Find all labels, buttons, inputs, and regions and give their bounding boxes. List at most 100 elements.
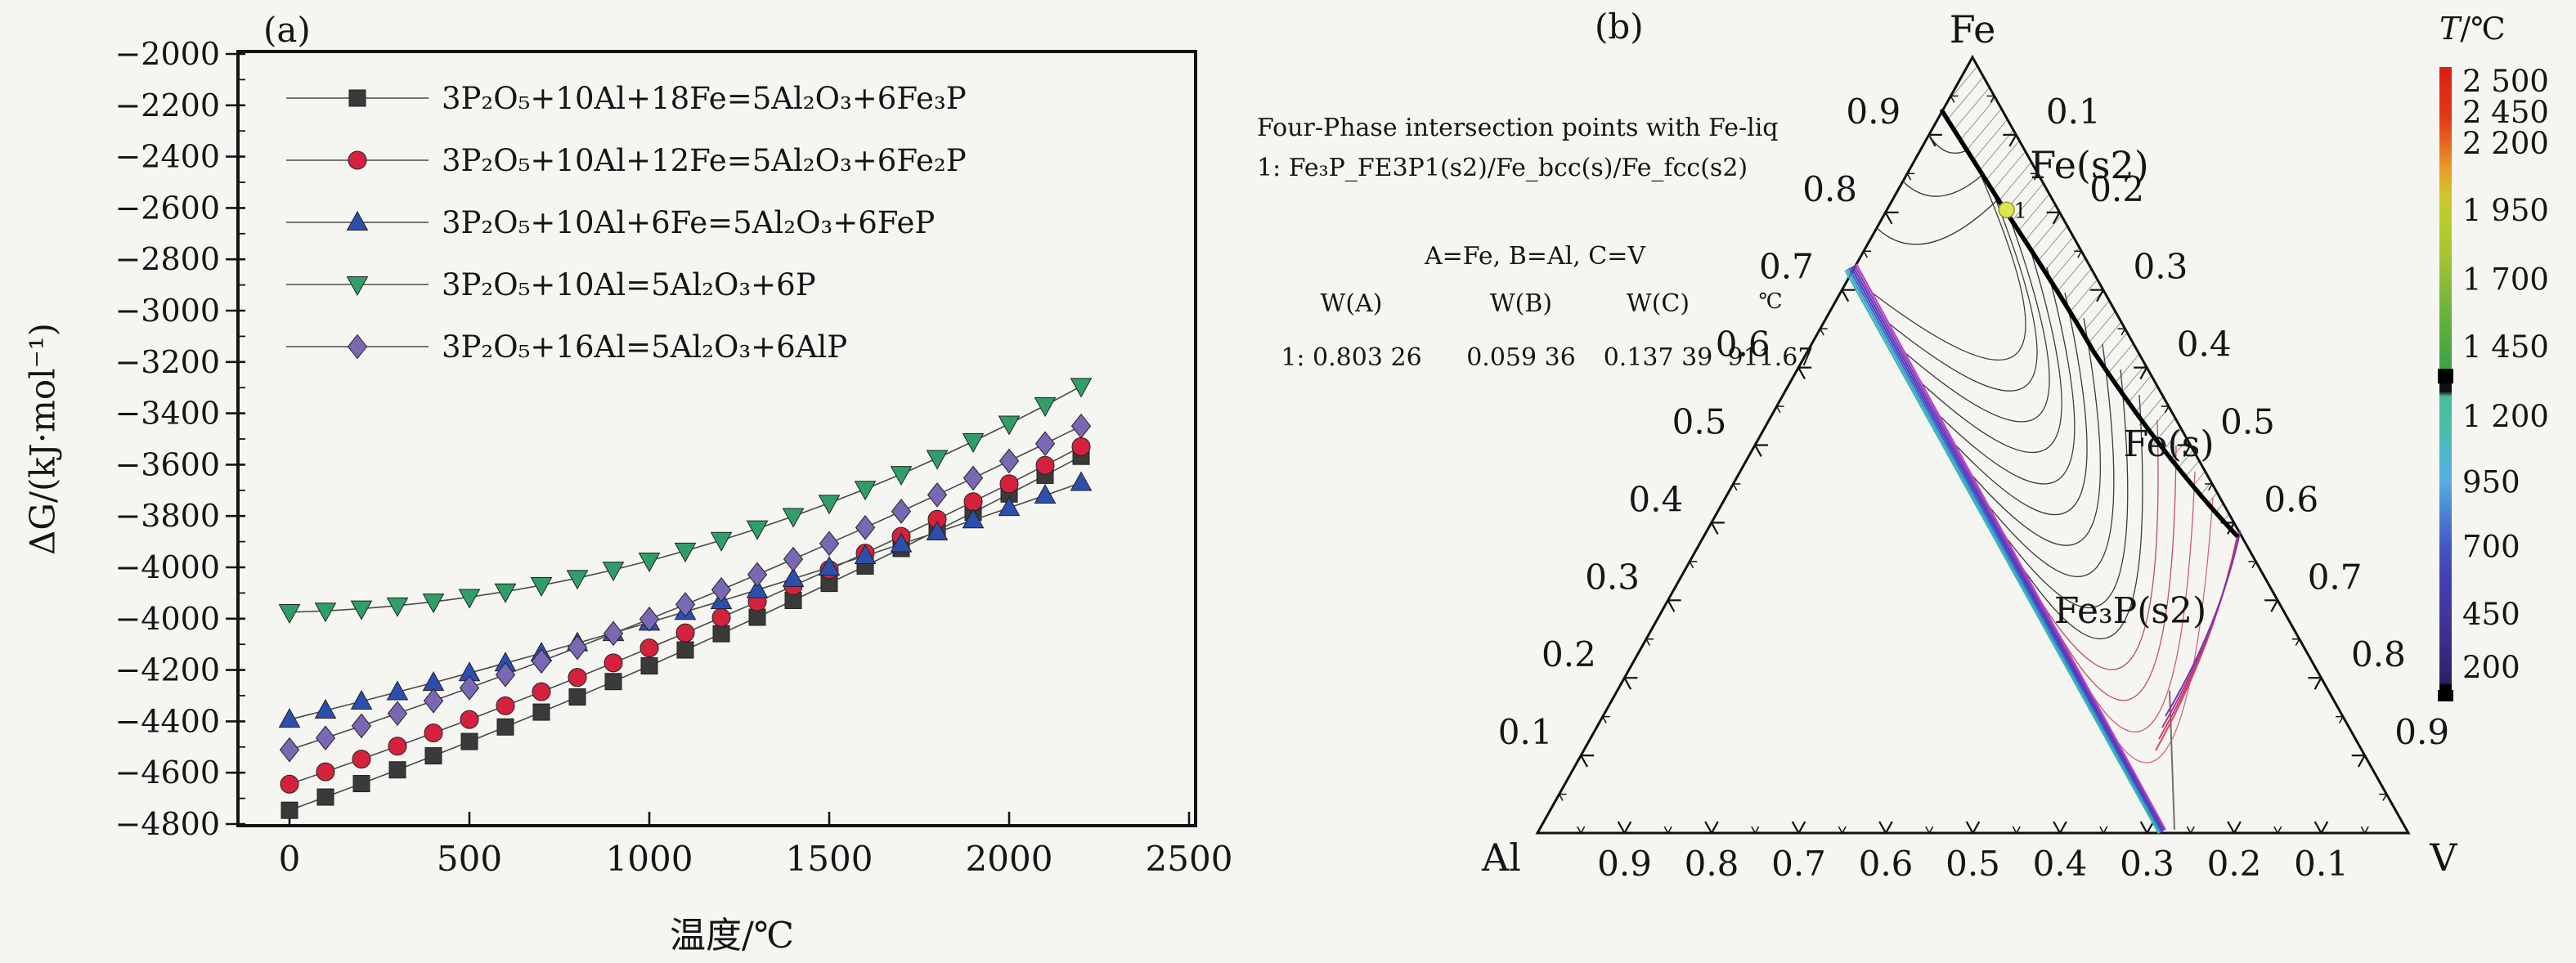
panel-b: 0.9 0.8 0.7 0.6 0.5 0.4 0.3 0.2 0.1 0.1 0.2 0.3 0.4 0…	[1481, 7, 2549, 884]
colorbar-tick-label: 200	[2462, 650, 2520, 685]
legend-marker-alp	[347, 334, 368, 360]
panel-a: −2000 −2200 −2400 −2600 −2800 −3000 −3200 −3400…	[114, 36, 1232, 879]
series-fep-marker	[962, 508, 985, 529]
colorbar-tick-label: 1 200	[2462, 399, 2549, 434]
edge-tick	[1797, 821, 1806, 834]
edge-tick	[2320, 821, 2329, 834]
edge-tick	[1617, 821, 1626, 834]
y-axis-title: ΔG/(kJ·mol⁻¹)	[22, 323, 63, 555]
contour-line	[1887, 190, 2038, 392]
series-p-marker	[818, 495, 841, 515]
y-tick-label: −3200	[114, 344, 220, 380]
series-fep-marker	[926, 521, 949, 541]
y-tick-label: −4400	[114, 703, 220, 739]
colorbar-tick-label: 950	[2462, 465, 2520, 500]
series-fe2p-marker	[999, 474, 1019, 494]
series-fe3p-marker	[712, 625, 730, 643]
annotation-line-3: A=Fe, B=Al, C=V	[1424, 242, 1646, 271]
series-p-marker	[350, 600, 373, 620]
edge-tick	[2077, 250, 2082, 258]
right-edge-label: 0.9	[2394, 712, 2449, 752]
series-p-marker	[710, 531, 733, 552]
edge-tick	[2277, 826, 2282, 834]
colorbar-title: T/℃	[2439, 11, 2506, 47]
series-fep-marker	[1034, 483, 1057, 504]
left-edge-label: 0.9	[1846, 92, 1901, 132]
series-fep-marker	[854, 544, 877, 564]
series-p-marker	[314, 602, 337, 623]
edge-tick	[2382, 794, 2388, 801]
edge-tick	[2364, 826, 2369, 834]
series-p-line	[289, 385, 1082, 613]
edge-tick	[1667, 599, 1676, 612]
edge-tick	[2227, 821, 2235, 834]
series-fep-marker	[890, 532, 913, 553]
contour-line	[2004, 369, 2129, 609]
colorbar-tick-label: 1 950	[2462, 193, 2549, 228]
contour-line	[1937, 267, 2076, 485]
phase-boundary-thick	[1940, 109, 2239, 538]
edge-tick	[2360, 826, 2366, 834]
legend-marker-fe2p	[348, 150, 367, 170]
edge-tick	[1842, 826, 1847, 834]
y-tick-label: −3400	[114, 396, 220, 432]
series-fe2p-marker	[532, 682, 551, 701]
series-alp-marker	[531, 648, 552, 674]
series-p	[278, 378, 1093, 624]
series-alp-marker	[747, 562, 768, 588]
series-fe3p-marker	[676, 641, 694, 659]
series-fe3p-marker	[460, 732, 478, 750]
series-alp-marker	[855, 515, 876, 540]
series-fe3p-marker	[640, 657, 658, 675]
legend-item-fep: 3P₂O₅+10Al+6Fe=5Al₂O₃+6FeP	[286, 205, 935, 240]
y-tick-label: −2800	[114, 241, 220, 277]
y-tick-label: −4000	[114, 549, 220, 585]
edge-tick	[1878, 821, 1887, 834]
series-p-marker	[854, 481, 877, 501]
isotherm-bundle-left	[1844, 270, 2160, 835]
edge-tick	[1972, 821, 1981, 834]
colorbar-bar	[2439, 67, 2452, 701]
edge-tick	[1710, 522, 1719, 535]
series-fep-marker	[350, 689, 373, 710]
edge-tick	[2273, 826, 2278, 834]
edge-tick	[2313, 677, 2322, 690]
edge-tick	[1711, 821, 1719, 834]
contour-line	[1971, 317, 2101, 546]
series-fe3p-marker	[352, 775, 370, 793]
edge-tick	[1580, 755, 1588, 768]
left-edge-label: 0.4	[1628, 479, 1683, 519]
isotherm-bundle-left	[1846, 268, 2161, 834]
edge-tick	[1791, 821, 1800, 834]
edge-tick	[2183, 444, 2192, 457]
edge-tick	[1754, 444, 1762, 457]
edge-tick	[2295, 638, 2300, 646]
colorbar-black-mark	[2438, 369, 2453, 384]
series-alp-marker	[963, 465, 984, 491]
isotherm-bundle-left	[1853, 264, 2165, 831]
table-cell-temp: 911.67	[1727, 343, 1814, 372]
annotation-line-2: 1: Fe₃P_FE3P1(s2)/Fe_bcc(s)/Fe_fcc(s2)	[1257, 154, 1748, 182]
series-p-marker	[746, 520, 769, 540]
x-tick-label: 2000	[966, 839, 1053, 879]
edge-tick	[1732, 483, 1738, 491]
left-edge-label: 0.1	[1498, 712, 1553, 752]
y-tick-label: −3600	[114, 446, 220, 482]
series-fep-marker	[1070, 471, 1093, 491]
right-edge-label: 0.5	[2220, 402, 2275, 442]
table-header-wb: W(B)	[1489, 289, 1553, 318]
contour-line	[1871, 163, 2026, 361]
legend: 3P₂O₅+10Al+18Fe=5Al₂O₃+6Fe₃P 3P₂O₅+10Al+1…	[286, 81, 967, 365]
series-fe2p-marker	[1071, 437, 1091, 456]
isotherm-bundle-left	[1851, 266, 2165, 832]
annotation-line-1: Four-Phase intersection points with Fe-l…	[1257, 114, 1779, 142]
series-fe3p-marker	[496, 718, 514, 736]
series-alp-marker	[603, 620, 624, 647]
isotherm-bundle-left	[1850, 267, 2163, 832]
y-tick-label: −2600	[114, 190, 220, 226]
series-alp-marker	[675, 592, 696, 617]
series-p-marker	[602, 562, 625, 582]
series-alp-marker	[459, 675, 480, 701]
series-p-marker	[278, 603, 301, 624]
